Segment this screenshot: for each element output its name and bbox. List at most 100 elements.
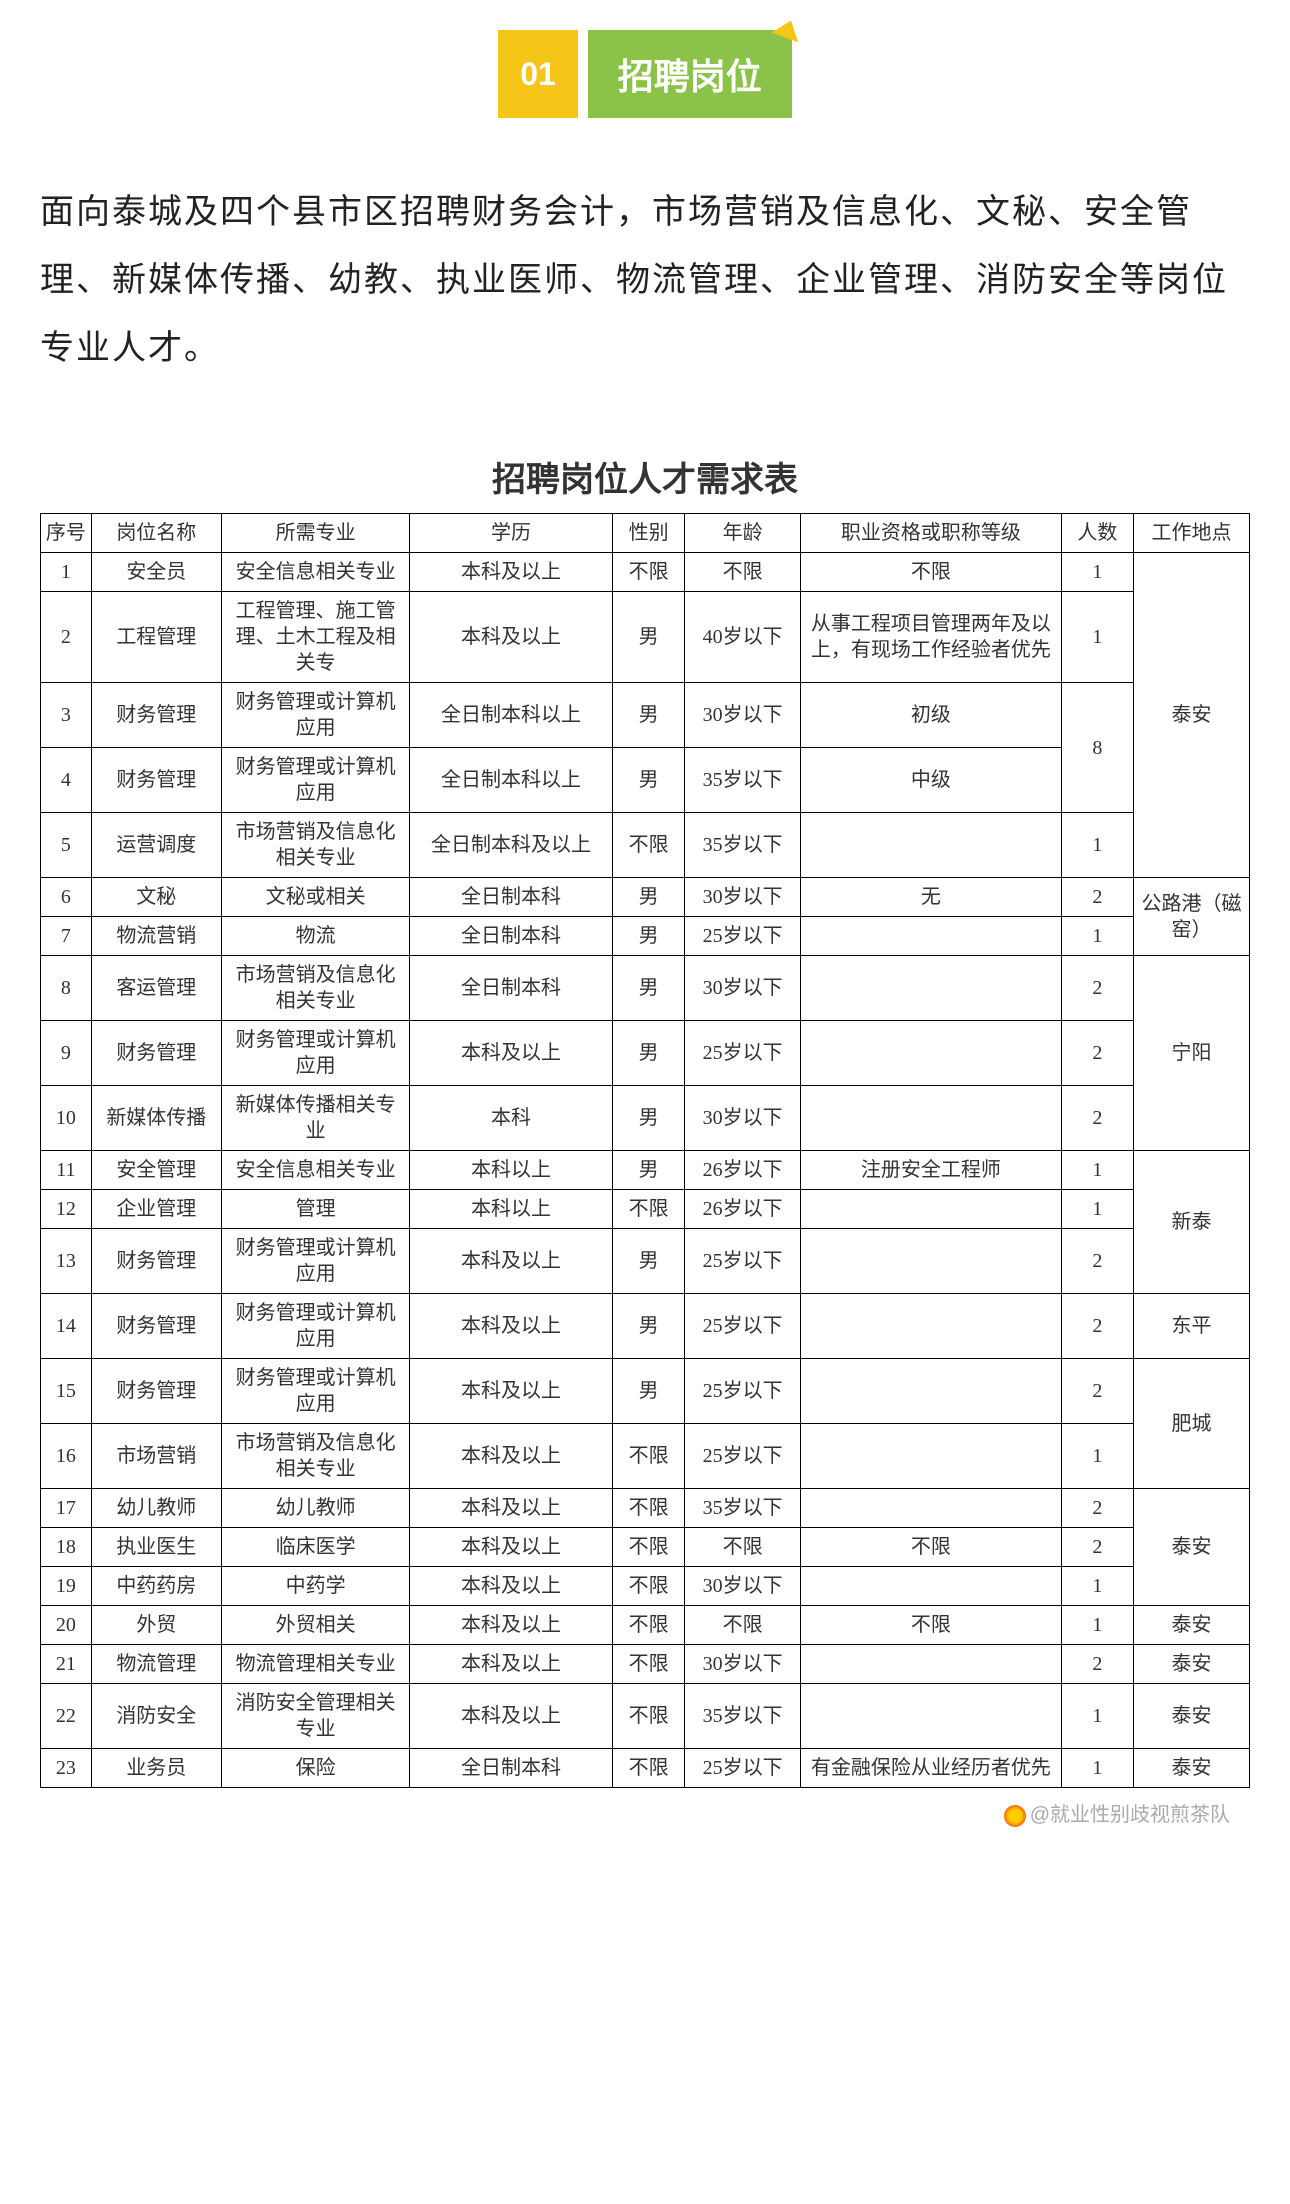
table-cell: 不限 [801,1606,1062,1645]
table-row: 23业务员保险全日制本科不限25岁以下有金融保险从业经历者优先1泰安 [41,1749,1250,1788]
table-cell: 初级 [801,683,1062,748]
table-cell: 30岁以下 [685,1567,801,1606]
table-cell: 2 [1061,1359,1133,1424]
table-cell: 中药学 [221,1567,409,1606]
table-cell: 5 [41,813,92,878]
table-title: 招聘岗位人才需求表 [40,452,1250,501]
table-cell: 全日制本科以上 [410,683,613,748]
table-cell: 30岁以下 [685,1086,801,1151]
table-cell: 不限 [685,1606,801,1645]
table-cell: 8 [41,956,92,1021]
table-cell: 财务管理或计算机应用 [221,1359,409,1424]
intro-paragraph: 面向泰城及四个县市区招聘财务会计，市场营销及信息化、文秘、安全管理、新媒体传播、… [40,178,1250,382]
table-cell: 35岁以下 [685,813,801,878]
table-cell [801,1229,1062,1294]
table-row: 19中药药房中药学本科及以上不限30岁以下1 [41,1567,1250,1606]
table-cell: 1 [1061,1424,1133,1489]
table-cell: 泰安 [1134,1645,1250,1684]
table-cell: 26岁以下 [685,1151,801,1190]
table-cell: 泰安 [1134,553,1250,878]
table-cell: 不限 [685,1528,801,1567]
table-cell: 泰安 [1134,1749,1250,1788]
table-cell: 20 [41,1606,92,1645]
section-title: 招聘岗位 [588,30,792,118]
col-age: 年龄 [685,514,801,553]
table-cell: 4 [41,748,92,813]
table-cell: 男 [612,917,684,956]
table-cell: 1 [1061,1606,1133,1645]
table-row: 22消防安全消防安全管理相关专业本科及以上不限35岁以下1泰安 [41,1684,1250,1749]
table-cell [801,1684,1062,1749]
table-cell: 2 [1061,1021,1133,1086]
col-seq: 序号 [41,514,92,553]
table-cell: 7 [41,917,92,956]
table-cell: 男 [612,1229,684,1294]
table-cell: 男 [612,592,684,683]
table-cell: 26岁以下 [685,1190,801,1229]
table-cell: 全日制本科 [410,956,613,1021]
table-cell: 本科及以上 [410,1424,613,1489]
table-cell: 男 [612,1359,684,1424]
table-cell: 市场营销 [91,1424,221,1489]
table-cell: 消防安全管理相关专业 [221,1684,409,1749]
table-cell: 1 [1061,1567,1133,1606]
table-cell: 男 [612,1151,684,1190]
table-cell: 幼儿教师 [221,1489,409,1528]
table-cell: 13 [41,1229,92,1294]
table-cell: 9 [41,1021,92,1086]
table-cell: 工程管理、施工管理、土木工程及相关专 [221,592,409,683]
table-cell: 不限 [801,553,1062,592]
table-cell: 1 [1061,1749,1133,1788]
table-cell: 30岁以下 [685,878,801,917]
table-cell: 本科及以上 [410,1528,613,1567]
table-cell: 8 [1061,683,1133,813]
table-row: 7物流营销物流全日制本科男25岁以下1 [41,917,1250,956]
table-cell: 本科及以上 [410,1021,613,1086]
table-cell: 市场营销及信息化相关专业 [221,813,409,878]
table-cell: 男 [612,878,684,917]
table-cell: 本科及以上 [410,1567,613,1606]
table-cell: 财务管理 [91,1229,221,1294]
table-cell: 外贸相关 [221,1606,409,1645]
table-cell: 从事工程项目管理两年及以上，有现场工作经验者优先 [801,592,1062,683]
section-title-text: 招聘岗位 [618,48,762,100]
table-cell: 2 [1061,1489,1133,1528]
table-row: 9财务管理财务管理或计算机应用本科及以上男25岁以下2 [41,1021,1250,1086]
table-cell: 全日制本科 [410,1749,613,1788]
decorative-corner-icon [772,16,804,42]
table-cell: 不限 [612,1190,684,1229]
table-cell: 本科及以上 [410,1294,613,1359]
table-cell: 物流管理 [91,1645,221,1684]
table-cell: 男 [612,683,684,748]
table-cell: 25岁以下 [685,1424,801,1489]
table-cell: 本科及以上 [410,1606,613,1645]
table-cell: 30岁以下 [685,1645,801,1684]
col-loc: 工作地点 [1134,514,1250,553]
table-row: 12企业管理管理本科以上不限26岁以下1 [41,1190,1250,1229]
table-cell: 不限 [612,1424,684,1489]
table-cell: 运营调度 [91,813,221,878]
table-cell: 管理 [221,1190,409,1229]
table-cell: 2 [1061,1645,1133,1684]
table-row: 3财务管理财务管理或计算机应用全日制本科以上男30岁以下初级8 [41,683,1250,748]
table-cell: 男 [612,1294,684,1359]
table-cell: 不限 [612,1684,684,1749]
table-cell: 本科以上 [410,1190,613,1229]
table-cell: 市场营销及信息化相关专业 [221,1424,409,1489]
requirements-table: 序号 岗位名称 所需专业 学历 性别 年龄 职业资格或职称等级 人数 工作地点 … [40,513,1250,1788]
table-cell: 物流 [221,917,409,956]
table-cell: 财务管理 [91,1359,221,1424]
table-cell: 全日制本科 [410,878,613,917]
table-row: 21物流管理物流管理相关专业本科及以上不限30岁以下2泰安 [41,1645,1250,1684]
table-cell: 外贸 [91,1606,221,1645]
table-cell: 新媒体传播相关专业 [221,1086,409,1151]
table-cell: 本科及以上 [410,1229,613,1294]
table-cell: 22 [41,1684,92,1749]
table-cell: 业务员 [91,1749,221,1788]
watermark-text: @就业性别歧视煎茶队 [1030,1804,1230,1826]
table-cell: 执业医生 [91,1528,221,1567]
table-cell: 本科及以上 [410,1645,613,1684]
table-row: 17幼儿教师幼儿教师本科及以上不限35岁以下2泰安 [41,1489,1250,1528]
table-cell: 本科 [410,1086,613,1151]
table-cell: 有金融保险从业经历者优先 [801,1749,1062,1788]
